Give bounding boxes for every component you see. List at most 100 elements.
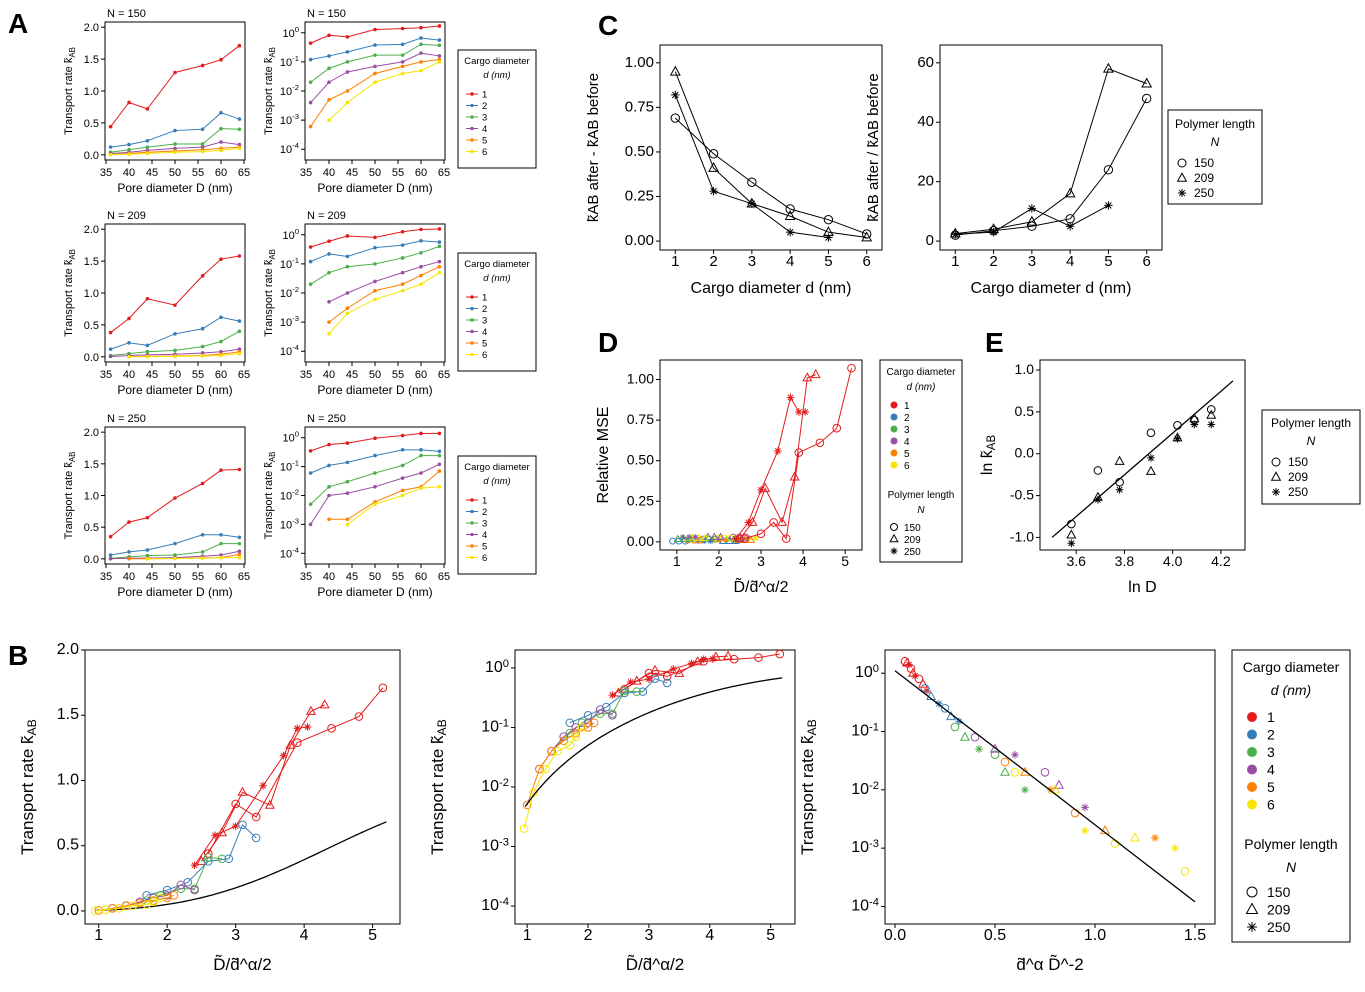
- B3-point: [1081, 826, 1089, 835]
- C-left-series-line: [674, 71, 867, 239]
- A-209-log-point: [373, 245, 377, 250]
- B2-xtick-label: 3: [644, 927, 653, 944]
- A-209-log-ytick-label: 10-1: [280, 256, 299, 271]
- B2-point: [571, 723, 581, 732]
- A-209-linear-point: [237, 329, 242, 334]
- A-209-log-ytick-label: 10-4: [280, 343, 300, 358]
- B-legend-box: [1231, 649, 1351, 943]
- B1-series-line: [146, 823, 257, 896]
- C-right-point: [1027, 204, 1037, 213]
- A-209-linear-point: [237, 254, 242, 258]
- E-ytick-label: 0.5: [1015, 403, 1035, 419]
- A-250-log-point: [373, 471, 377, 475]
- B1-point: [224, 854, 234, 864]
- B-legend-dot: [1247, 782, 1257, 792]
- B2-point: [632, 687, 642, 696]
- E-xtick-label: 4.0: [1163, 553, 1183, 569]
- A-150-linear-point: [200, 145, 205, 149]
- A-legend-dot: [470, 329, 474, 334]
- B2-point: [620, 686, 629, 696]
- A-209-linear-point: [173, 354, 177, 359]
- A-250-log-ytick-label: 10-3: [280, 516, 299, 531]
- C-left-point: [669, 65, 681, 76]
- C-right-ytick-label: 0: [926, 232, 934, 249]
- A-209-log-point: [419, 251, 423, 255]
- C-legend-box: [1167, 109, 1263, 205]
- A-250-linear-point: [173, 496, 177, 500]
- B3-point: [1019, 766, 1031, 776]
- C-right-ytick-label: 20: [917, 173, 934, 190]
- A-209-log-point: [437, 244, 442, 249]
- C-right-point: [1103, 165, 1114, 175]
- A-150-log-point: [437, 54, 442, 58]
- A-legend-dot: [470, 306, 474, 311]
- B2-point: [602, 702, 611, 712]
- B2-point: [565, 741, 575, 750]
- A-150-linear-point: [108, 145, 113, 149]
- A-209-log-ytick-label: 100: [282, 227, 299, 242]
- C-left-point: [709, 186, 718, 196]
- A-legend-label: 2: [482, 507, 487, 518]
- A-150-linear-point: [173, 150, 177, 155]
- B2-point: [645, 675, 653, 683]
- B1-point: [169, 890, 179, 900]
- E-point: [1146, 428, 1156, 438]
- B-legend-label: 3: [1267, 744, 1275, 760]
- A-250-linear-ytick-label: 2.0: [84, 427, 99, 439]
- C-left-axes-frame: [659, 44, 883, 251]
- A-150-log-chart: 35 40 45 50 55 60 65 100 10-1 10-2 10-3 10-4 N = 150…: [263, 8, 450, 195]
- A-250-linear-point: [200, 532, 205, 537]
- B1-point: [203, 853, 213, 862]
- A-250-linear-point: [219, 541, 223, 546]
- A-209-log-point: [400, 229, 405, 234]
- A-209-log-point: [327, 299, 331, 304]
- A-209-linear-title: N = 209: [107, 210, 146, 222]
- D-legend-title: Cargo diameter: [887, 367, 957, 378]
- A-150-log-point: [308, 124, 313, 129]
- A-150-linear-point: [200, 63, 205, 68]
- A-legend-box: [457, 49, 537, 169]
- D-point: [847, 363, 856, 373]
- B1-point: [259, 781, 267, 790]
- C-right-xtick-label: 4: [1066, 253, 1074, 270]
- A-150-log-point: [419, 25, 423, 30]
- D-point: [774, 447, 782, 455]
- A-209-log-point: [437, 240, 442, 244]
- panel-letter-c: C: [598, 10, 618, 41]
- D-legend-label: 1: [904, 401, 910, 412]
- B2-point: [535, 764, 544, 774]
- A-150-linear-point: [145, 138, 150, 143]
- A-209-log-point: [437, 264, 442, 269]
- A-209-log-point: [308, 259, 313, 264]
- A-150-linear-ytick-label: 0.5: [84, 118, 99, 130]
- B2-ylabel: Transport rate k̃AB: [428, 719, 449, 855]
- A-150-log-point: [308, 80, 313, 85]
- D-point: [794, 448, 804, 457]
- A-legend-label: 2: [482, 101, 487, 112]
- A-150-linear-ytick-label: 0.0: [84, 150, 99, 162]
- D-legend-box: [879, 359, 963, 563]
- B2-point: [577, 718, 587, 728]
- A-209-linear-point: [219, 353, 223, 358]
- D-ytick-label: 1.00: [627, 370, 654, 386]
- A-209-linear-point: [219, 257, 223, 261]
- A-legend-dot: [470, 149, 474, 154]
- A-209-linear-xlabel: Pore diameter D (nm): [117, 383, 232, 397]
- A-legend-dot: [470, 295, 474, 299]
- B-legend-poly-label: 209: [1267, 902, 1291, 918]
- B2-point: [553, 746, 562, 756]
- D-point: [810, 369, 821, 379]
- B2-xlabel: D̃/d̃^α/2: [626, 954, 684, 974]
- A-150-log-point: [345, 50, 350, 54]
- D-legend-poly-label: 209: [904, 535, 921, 546]
- D-legend-dot: [890, 401, 898, 409]
- E-point: [1206, 409, 1217, 419]
- B-legend-label: 1: [1267, 709, 1275, 725]
- B1-point: [285, 739, 296, 749]
- C-right-xtick-label: 6: [1143, 253, 1151, 270]
- A-150-linear-point: [173, 142, 177, 146]
- B-legend-label: 5: [1267, 779, 1275, 795]
- A-150-log-point: [345, 89, 350, 93]
